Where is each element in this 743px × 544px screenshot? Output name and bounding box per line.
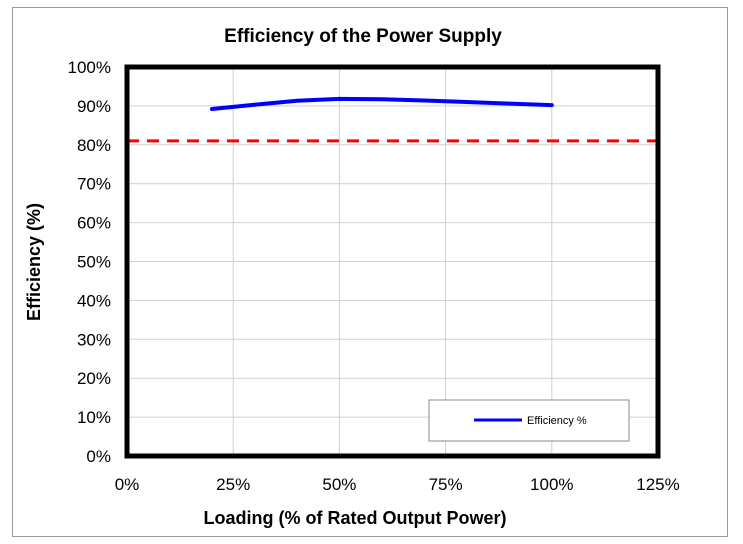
x-tick-label: 0% xyxy=(115,475,140,494)
y-tick-label: 40% xyxy=(77,291,111,310)
series-lines xyxy=(210,96,554,111)
grid xyxy=(126,66,659,457)
y-tick-label: 90% xyxy=(77,97,111,116)
y-tick-label: 0% xyxy=(86,447,111,466)
chart-title: Efficiency of the Power Supply xyxy=(224,26,502,47)
series-line-efficiency xyxy=(210,96,554,111)
x-tick-label: 125% xyxy=(636,475,679,494)
y-axis-label: Efficiency (%) xyxy=(24,203,44,321)
y-tick-label: 30% xyxy=(77,330,111,349)
y-tick-label: 60% xyxy=(77,214,111,233)
x-axis-label: Loading (% of Rated Output Power) xyxy=(204,508,507,528)
y-tick-labels: 0% 10% 20% 30% 40% 50% 60% 70% 80% 90% 100% xyxy=(68,58,111,466)
chart-frame xyxy=(12,7,728,537)
x-tick-label: 25% xyxy=(216,475,250,494)
y-tick-label: 80% xyxy=(77,136,111,155)
y-tick-label: 10% xyxy=(77,408,111,427)
legend-label-efficiency: Efficiency % xyxy=(527,415,587,427)
legend: Efficiency % xyxy=(428,399,630,442)
x-tick-label: 75% xyxy=(429,475,463,494)
plot-border xyxy=(124,64,661,459)
y-tick-label: 50% xyxy=(77,253,111,272)
y-tick-label: 100% xyxy=(68,58,111,77)
x-tick-label: 100% xyxy=(530,475,573,494)
y-tick-label: 70% xyxy=(77,175,111,194)
x-tick-labels: 0% 25% 50% 75% 100% 125% xyxy=(115,475,680,494)
legend-box xyxy=(428,399,630,442)
y-tick-label: 20% xyxy=(77,369,111,388)
x-tick-label: 50% xyxy=(322,475,356,494)
